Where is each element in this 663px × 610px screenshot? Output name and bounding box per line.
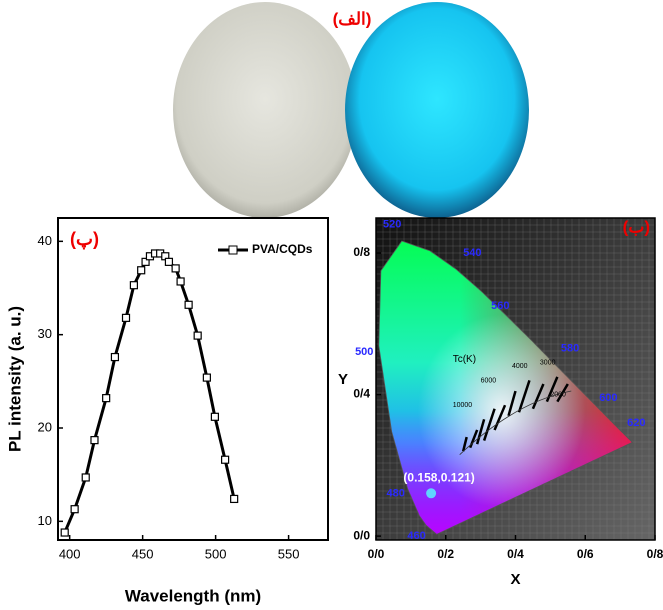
locus-label: 500 — [355, 346, 373, 358]
locus-label: 580 — [561, 342, 579, 354]
locus-label: 480 — [386, 488, 404, 500]
isotherm — [475, 418, 486, 445]
y-axis-label: Y — [338, 371, 348, 388]
y-tick-label: 30 — [38, 326, 52, 341]
isotherm — [493, 404, 507, 431]
data-point — [171, 264, 180, 273]
photo-daylight — [173, 2, 357, 218]
data-point — [164, 257, 174, 266]
planck-label: 4000 — [512, 363, 528, 370]
data-point — [141, 257, 150, 266]
data-point — [193, 331, 202, 340]
data-point — [110, 352, 120, 362]
photo-uv — [345, 2, 529, 218]
locus-label: 560 — [491, 300, 509, 312]
data-point — [137, 266, 146, 275]
x-axis-label: Wavelength (nm) — [125, 586, 261, 605]
planck-label: Tc(K) — [453, 354, 476, 365]
y-tick-label: 0/8 — [353, 245, 370, 259]
x-tick-label: 450 — [132, 546, 154, 561]
data-point — [90, 436, 99, 445]
data-point — [230, 494, 239, 504]
data-label: (0.158,0.121) — [403, 470, 474, 484]
data-point — [202, 373, 211, 382]
locus-label: 600 — [599, 392, 617, 404]
y-tick-label: 0/4 — [353, 387, 370, 401]
y-axis-label: PL intensity (a. u.) — [5, 306, 24, 452]
plot-frame — [57, 217, 329, 541]
y-tick-label: 0/0 — [353, 528, 370, 542]
locus-label: 520 — [383, 219, 401, 231]
data-point — [81, 473, 90, 482]
x-tick-label: 0/8 — [647, 547, 663, 561]
x-tick-label: 0/4 — [507, 547, 524, 561]
isotherm — [482, 408, 496, 441]
planck-label: 3000 — [540, 360, 556, 367]
locus-outline — [378, 240, 634, 535]
y-tick-label: 10 — [38, 513, 52, 528]
data-point — [121, 313, 131, 322]
locus-label: 540 — [463, 247, 481, 259]
planck-label: 10000 — [453, 402, 473, 409]
data-point — [221, 455, 230, 464]
data-point — [70, 505, 79, 514]
x-tick-label: 0/0 — [368, 547, 385, 561]
isotherm — [507, 390, 517, 417]
legend-label: PVA/CQDs — [252, 242, 313, 256]
data-line — [63, 251, 236, 534]
panel-label: (ب) — [623, 217, 650, 236]
isotherm — [468, 429, 479, 449]
isotherm — [461, 436, 468, 452]
isotherm — [531, 383, 545, 410]
data-point — [129, 281, 138, 290]
y-tick-label: 40 — [38, 233, 52, 248]
y-tick-label: 20 — [38, 419, 52, 434]
x-tick-label: 0/6 — [577, 547, 594, 561]
x-tick-label: 0/2 — [437, 547, 454, 561]
data-point — [184, 300, 193, 309]
photo-label: (الف) — [333, 9, 372, 28]
data-point — [102, 394, 111, 403]
x-axis-label: X — [510, 571, 520, 588]
data-point — [210, 412, 219, 421]
x-tick-label: 400 — [59, 546, 81, 561]
panel-label: (پ) — [70, 229, 99, 250]
planck-label: 2000 — [550, 391, 566, 398]
data-point — [60, 528, 69, 537]
data-point — [426, 488, 437, 499]
legend-marker — [228, 245, 238, 255]
locus-label: 460 — [407, 530, 425, 542]
locus-label: 620 — [627, 417, 645, 429]
x-tick-label: 550 — [278, 546, 300, 561]
x-tick-label: 500 — [205, 546, 227, 561]
data-point — [176, 277, 185, 286]
planck-locus — [459, 390, 572, 456]
isotherm — [517, 380, 531, 413]
planck-label: 6000 — [481, 377, 497, 384]
